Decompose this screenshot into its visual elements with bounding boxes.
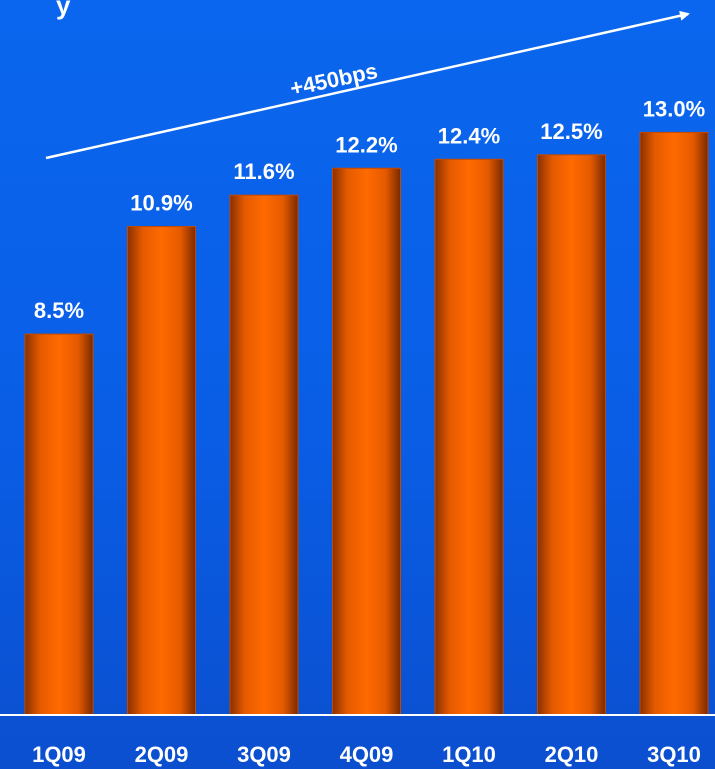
bars-group — [24, 131, 709, 716]
category-label-2Q10: 2Q10 — [545, 742, 599, 767]
value-label-2Q10: 12.5% — [540, 119, 602, 144]
value-label-1Q10: 12.4% — [438, 123, 500, 148]
bar-2Q10 — [537, 154, 606, 716]
value-label-1Q09: 8.5% — [34, 298, 84, 323]
value-label-4Q09: 12.2% — [335, 132, 397, 157]
category-label-1Q10: 1Q10 — [442, 742, 496, 767]
category-label-2Q09: 2Q09 — [135, 742, 189, 767]
bar-3Q10 — [639, 131, 709, 716]
value-labels-group: 8.5% 10.9% 11.6% 12.2% 12.4% 12.5% 13.0% — [34, 96, 705, 323]
value-label-3Q10: 13.0% — [643, 96, 705, 121]
category-labels-group: 1Q09 2Q09 3Q09 4Q09 1Q10 2Q10 3Q10 — [32, 742, 701, 767]
bar-2Q09 — [127, 226, 196, 716]
value-label-3Q09: 11.6% — [233, 159, 294, 184]
bar-1Q10 — [434, 158, 504, 716]
category-label-3Q09: 3Q09 — [237, 742, 291, 767]
bar-3Q09 — [229, 194, 299, 716]
value-label-2Q09: 10.9% — [130, 191, 192, 216]
trend-arrow — [45, 10, 690, 160]
category-label-1Q09: 1Q09 — [32, 742, 86, 767]
bar-1Q09 — [24, 333, 94, 716]
bar-4Q09 — [332, 167, 401, 716]
category-label-3Q10: 3Q10 — [647, 742, 701, 767]
category-label-4Q09: 4Q09 — [340, 742, 394, 767]
header-fragment: y — [56, 0, 71, 20]
